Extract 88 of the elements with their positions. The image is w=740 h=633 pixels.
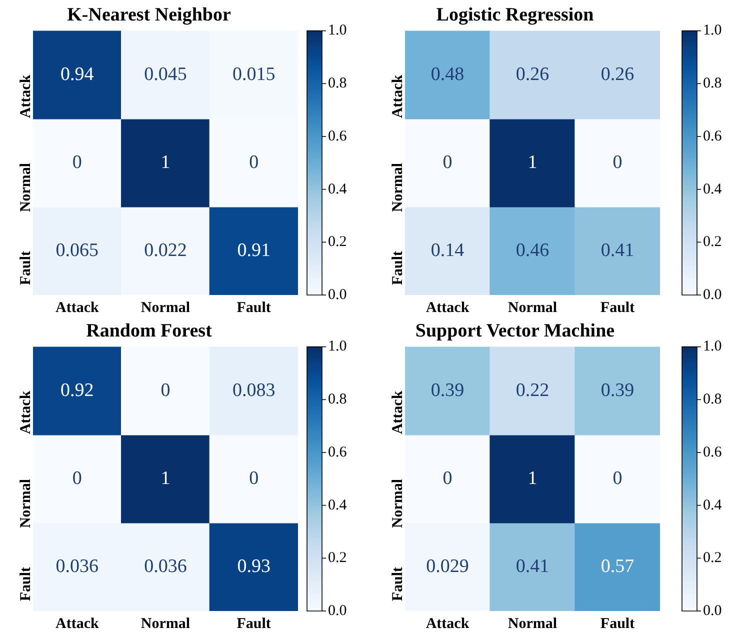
data-label: 1 [528, 152, 538, 173]
color-bar-label: 0.4 [328, 181, 348, 198]
data-label: 0 [249, 152, 259, 173]
color-bar-label: 0.8 [328, 392, 347, 408]
data-label: 0.92 [60, 380, 94, 401]
color-bar-label: 0.8 [703, 76, 722, 92]
y-tick-label: Fault [18, 250, 34, 286]
color-bar-label: 0.8 [703, 392, 722, 408]
y-tick-label: Normal [18, 162, 34, 212]
color-bar-label: 0.8 [328, 76, 347, 92]
data-label: 0.91 [237, 240, 270, 261]
x-tick-label: Fault [236, 616, 271, 632]
data-label: 0.39 [430, 380, 464, 401]
color-bar-label: 1.0 [703, 338, 722, 355]
color-bar-label: 0.0 [328, 602, 347, 619]
x-tick-label: Normal [508, 300, 558, 316]
color-bar-label: 1.0 [703, 22, 722, 39]
color-bar-label: 0.0 [703, 602, 722, 619]
x-tick-label: Attack [426, 616, 470, 632]
data-label: 1 [160, 152, 170, 173]
x-tick-label: Fault [600, 300, 635, 316]
color-bar-label: 0.6 [703, 444, 722, 460]
data-label: 0.41 [516, 556, 550, 577]
data-label: 0 [612, 468, 622, 489]
data-label: 0 [72, 152, 82, 173]
data-label: 0 [442, 152, 452, 173]
chart-title: Support Vector Machine [415, 320, 615, 342]
x-tick-label: Fault [600, 616, 635, 632]
data-label: 0.083 [232, 380, 276, 401]
data-label: 0.029 [426, 556, 469, 577]
y-tick-label: Attack [390, 74, 406, 118]
data-label: 0.39 [600, 380, 634, 401]
data-label: 0.22 [516, 380, 550, 401]
data-label: 0 [442, 468, 452, 489]
data-label: 0.036 [144, 556, 187, 577]
x-tick-label: Normal [140, 616, 190, 632]
data-label: 0.14 [430, 240, 465, 261]
color-bar-label: 1.0 [328, 338, 347, 355]
x-tick-label: Attack [56, 300, 100, 316]
data-label: 0 [249, 468, 259, 489]
data-label: 0 [612, 152, 622, 173]
data-label: 0.036 [56, 556, 99, 577]
color-bar-label: 0.2 [703, 550, 722, 566]
chart-title: K-Nearest Neighbor [67, 4, 232, 26]
x-tick-label: Normal [508, 616, 558, 632]
y-tick-label: Normal [390, 162, 406, 212]
color-bar-label: 0.2 [328, 234, 347, 250]
color-bar-label: 1.0 [328, 22, 347, 39]
color-bar-label: 0.0 [703, 286, 722, 303]
y-tick-label: Fault [390, 250, 406, 286]
data-label: 0.48 [430, 64, 464, 85]
y-tick-label: Fault [18, 566, 34, 602]
y-tick-label: Attack [390, 390, 406, 434]
data-label: 0 [72, 468, 82, 489]
chart-title: Random Forest [86, 320, 213, 342]
data-label: 0.57 [600, 556, 634, 577]
color-bar-label: 0.4 [328, 497, 348, 514]
data-label: 0.41 [600, 240, 634, 261]
x-tick-label: Attack [56, 616, 100, 632]
color-bar-label: 0.4 [703, 181, 722, 198]
data-label: 1 [160, 468, 170, 489]
color-bar-label: 0.6 [703, 128, 722, 144]
chart-title: Logistic Regression [436, 4, 594, 26]
data-label: 0 [160, 380, 170, 401]
color-bar-label: 0.0 [328, 286, 347, 303]
data-label: 0.022 [144, 240, 187, 261]
data-label: 0.015 [232, 64, 276, 85]
y-tick-label: Attack [18, 74, 34, 118]
data-label: 0.94 [60, 64, 94, 85]
data-label: 0.26 [600, 64, 634, 85]
data-label: 0.93 [237, 556, 270, 577]
data-label: 1 [528, 468, 538, 489]
data-label: 0.065 [56, 240, 99, 261]
x-tick-label: Normal [140, 300, 190, 316]
data-label: 0.46 [516, 240, 550, 261]
y-tick-label: Normal [390, 478, 406, 528]
color-bar-label: 0.6 [328, 128, 348, 144]
x-tick-label: Attack [426, 300, 470, 316]
color-bar-label: 0.2 [328, 550, 347, 566]
x-tick-label: Fault [236, 300, 271, 316]
y-tick-label: Attack [18, 390, 34, 434]
y-tick-label: Normal [18, 478, 34, 528]
color-bar-label: 0.2 [703, 234, 722, 250]
color-bar-label: 0.4 [703, 497, 722, 514]
data-label: 0.26 [516, 64, 550, 85]
y-tick-label: Fault [390, 566, 406, 602]
color-bar-label: 0.6 [328, 444, 348, 460]
data-label: 0.045 [144, 64, 187, 85]
